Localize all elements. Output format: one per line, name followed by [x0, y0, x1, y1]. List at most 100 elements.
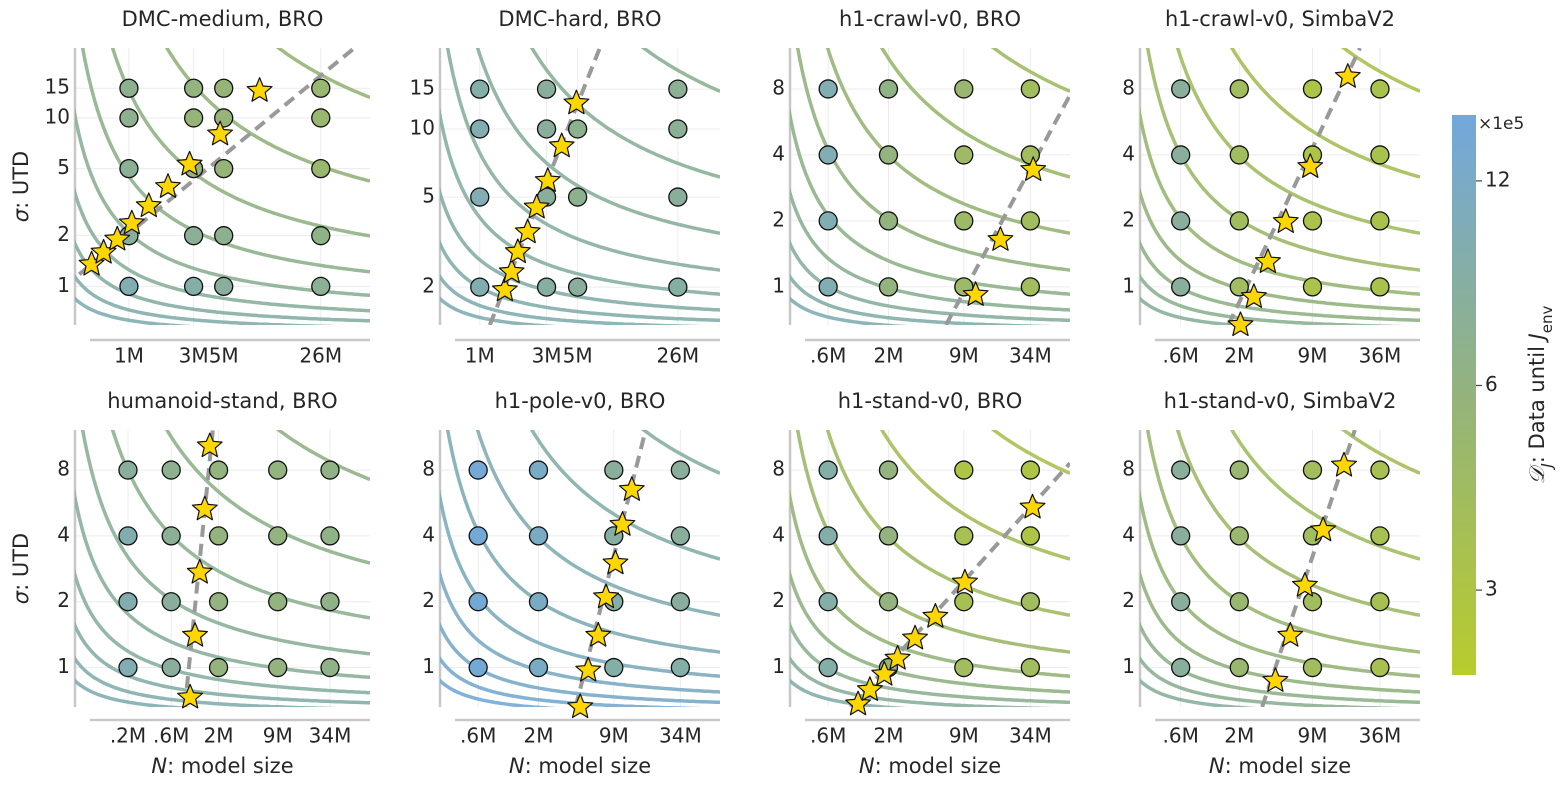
data-point [954, 526, 974, 546]
y-tick-label: 8 [57, 457, 70, 481]
contour-line [75, 568, 370, 695]
data-point [320, 460, 340, 480]
data-point [1370, 145, 1390, 165]
x-tick-label: 1M [465, 344, 495, 368]
data-point [468, 657, 488, 678]
contour-line [440, 239, 720, 323]
data-point [268, 460, 288, 480]
label-part: N [1209, 754, 1225, 778]
data-point [320, 657, 340, 678]
optimum-star [884, 644, 911, 670]
data-point [1171, 657, 1191, 678]
data-point [878, 592, 899, 612]
data-point [1171, 145, 1191, 165]
axis-label: σ: UTD [9, 533, 33, 604]
label-part: : UTD [9, 533, 33, 591]
y-tick-label: 2 [422, 588, 435, 612]
contour-line [1229, 430, 1420, 561]
contour-line [80, 430, 370, 656]
contour-line [825, 430, 1070, 618]
optimum-star [186, 558, 213, 584]
data-point [536, 79, 557, 99]
data-point [1171, 592, 1191, 612]
contour-line [445, 430, 720, 654]
optimum-star [176, 150, 203, 176]
data-point [1020, 592, 1041, 612]
contour-line [475, 430, 720, 618]
optimum-star [534, 167, 561, 192]
contour-line [80, 48, 370, 274]
contour-line [1340, 430, 1420, 475]
data-point [1370, 277, 1390, 297]
contour-line [790, 568, 1070, 694]
contour-line [1140, 655, 1404, 707]
panel-title: DMC-hard, BRO [498, 7, 661, 31]
data-point [1302, 592, 1323, 612]
data-point [311, 276, 331, 297]
data-point [161, 460, 181, 480]
data-point [1020, 211, 1041, 231]
x-tick-label: 2M [523, 724, 553, 748]
contour-line [440, 296, 558, 325]
optimum-star [1262, 667, 1289, 692]
label-part: : model size [525, 754, 652, 778]
contour-line [790, 106, 1070, 296]
data-point [208, 592, 229, 612]
optimum-star [207, 120, 233, 146]
x-tick-label: 9M [949, 344, 979, 368]
data-point [567, 187, 588, 207]
x-tick-label: 9M [263, 724, 293, 748]
contour-line [275, 48, 370, 100]
data-point [1302, 79, 1323, 99]
label-part: : model size [167, 754, 294, 778]
data-point [668, 79, 688, 99]
data-point [1229, 526, 1249, 546]
x-tick-label: 2M [873, 724, 903, 748]
data-point [183, 276, 204, 297]
data-point [1171, 526, 1191, 546]
x-tick-label: 5M [563, 344, 593, 368]
data-point [1370, 657, 1390, 678]
data-point [567, 277, 588, 297]
y-tick-label: 4 [1122, 522, 1135, 546]
y-tick-label: 10 [45, 104, 70, 128]
panel: DMC-hard, BRO 1M 3M 5M 26M 2 5 10 15 [410, 7, 720, 368]
optimum-star [246, 77, 273, 102]
contour-line [795, 48, 1070, 272]
x-tick-label: 3M [179, 344, 209, 368]
panel: h1-crawl-v0, SimbaV2 .6M 2M 9M 36M 1 2 4 8 [1122, 7, 1420, 368]
optimum-star [1254, 248, 1281, 273]
x-tick-label: 34M [1009, 724, 1052, 748]
contour-line [790, 239, 1070, 323]
axis-label: N: model size [1209, 754, 1351, 778]
contour-line [475, 48, 720, 236]
x-tick-label: 34M [309, 724, 352, 748]
colorbar-tick-label: 6 [1485, 372, 1498, 396]
data-point [878, 277, 899, 297]
contours [1140, 48, 1420, 325]
panel-title: humanoid-stand, BRO [107, 389, 337, 413]
data-point [818, 211, 838, 231]
data-point [818, 526, 838, 546]
data-point [670, 592, 691, 612]
data-point [1229, 79, 1249, 99]
label-part: N [151, 754, 167, 778]
x-tick-label: 36M [1359, 724, 1402, 748]
panel: humanoid-stand, BRO .2M .6M 2M 9M 34M 1 2 4 8 N: m… [9, 389, 370, 778]
optimum-star [191, 495, 218, 521]
contour-line [75, 488, 370, 680]
data-point [311, 226, 331, 246]
data-point [1370, 79, 1390, 99]
y-tick-label: 5 [57, 155, 70, 179]
data-point [1171, 277, 1191, 297]
data-point [119, 78, 139, 98]
contour-line [440, 273, 704, 325]
data-point [670, 460, 691, 480]
panel-title: h1-stand-v0, BRO [838, 389, 1023, 413]
data-point [1302, 657, 1323, 678]
data-point [670, 657, 691, 678]
contour-line [790, 186, 1070, 312]
x-tick-label: 3M [532, 344, 562, 368]
data-point [1229, 145, 1249, 165]
